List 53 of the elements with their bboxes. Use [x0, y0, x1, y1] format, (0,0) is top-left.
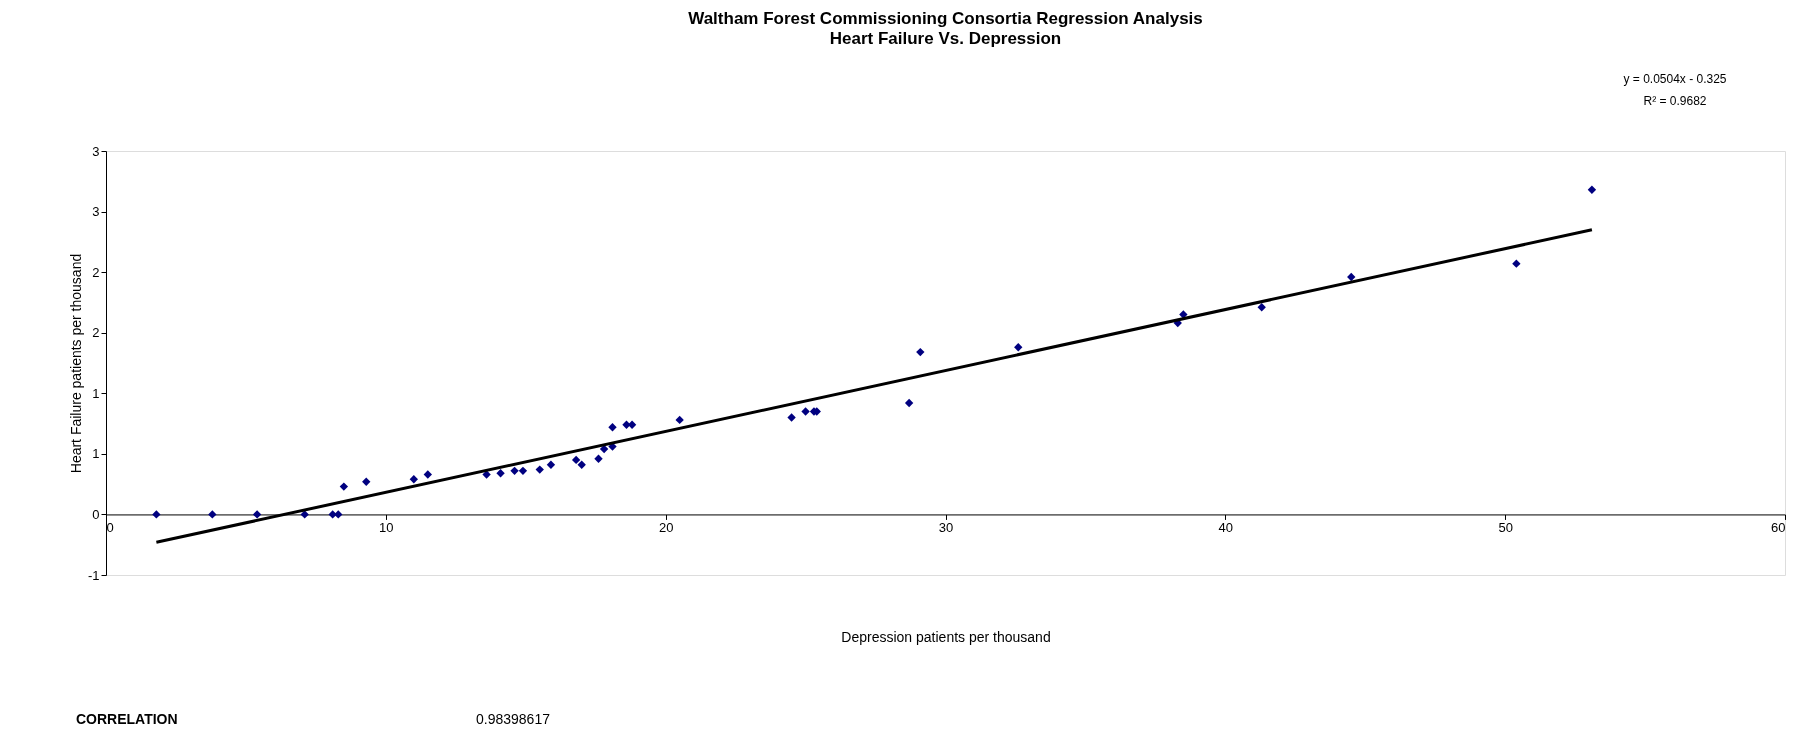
text: R² = 0.9682 [1643, 94, 1707, 108]
point [334, 510, 343, 519]
point [1512, 259, 1521, 268]
point [496, 469, 505, 478]
y-tick-label: 1 [92, 385, 100, 401]
point [577, 460, 586, 469]
chart-subtitle: Heart Failure Vs. Depression [829, 29, 1062, 48]
point [916, 347, 925, 357]
text: CORRELATION [76, 711, 178, 727]
point [362, 477, 371, 486]
point [546, 460, 556, 469]
point [535, 465, 544, 474]
point [1179, 310, 1188, 319]
point [518, 466, 528, 475]
text: y = 0.0504x - 0.325 [1623, 72, 1727, 86]
x-tick-label: 10 [379, 519, 394, 535]
x-axis-title: Depression patients per thousand [841, 628, 1051, 645]
y-tick-label: 2 [92, 264, 100, 280]
x-tick-label: 0 [106, 519, 114, 535]
point [152, 510, 161, 519]
y-tick-label: 0 [92, 506, 100, 522]
point [1347, 272, 1356, 282]
point [1257, 303, 1266, 312]
y-axis-title: Heart Failure patients per thousand [67, 253, 84, 474]
point [510, 466, 519, 475]
point [482, 470, 491, 479]
x-tick-label: 60 [1771, 519, 1786, 535]
point [423, 470, 432, 479]
y-tick-label: 2 [92, 325, 100, 341]
point [608, 423, 617, 432]
point [801, 407, 810, 416]
chart-title: Waltham Forest Commissioning Consortia Regression Analysis [688, 9, 1203, 28]
text: 0.98398617 [476, 711, 551, 727]
x-tick-label: 30 [938, 519, 954, 535]
y-tick-label: 1 [92, 446, 100, 462]
y-tick-label: -1 [87, 567, 100, 583]
point [300, 510, 309, 519]
point [594, 454, 603, 463]
x-tick-label: 20 [658, 519, 674, 535]
y-tick-label: 3 [92, 143, 100, 159]
point [787, 413, 796, 422]
y-tick-label: 3 [92, 204, 100, 220]
point [1587, 185, 1597, 194]
x-tick-label: 40 [1218, 519, 1234, 535]
point [252, 510, 262, 519]
point [208, 510, 217, 519]
point [1014, 343, 1023, 352]
point [675, 415, 684, 425]
point [339, 482, 349, 491]
point [571, 455, 581, 465]
x-tick-label: 50 [1498, 519, 1513, 535]
point [409, 475, 418, 484]
point [904, 398, 914, 408]
